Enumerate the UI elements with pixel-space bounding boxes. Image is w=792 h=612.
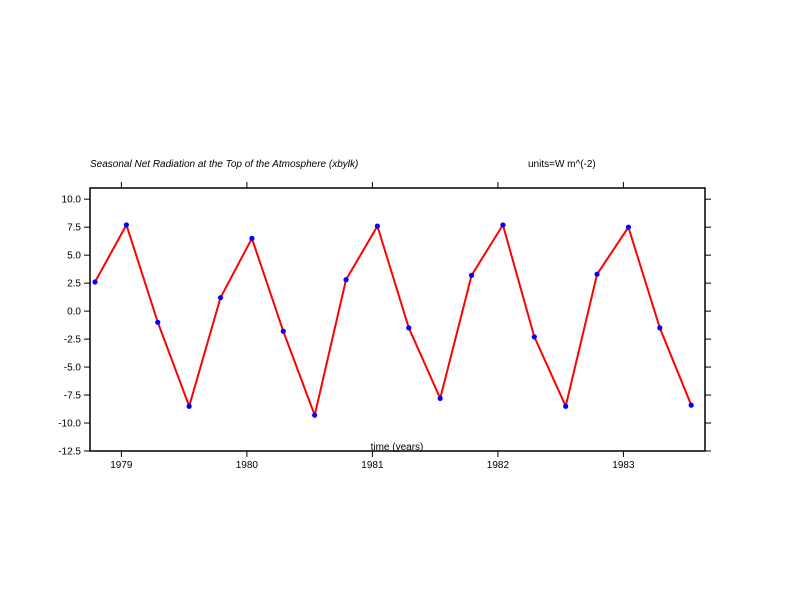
series-line	[94, 222, 693, 419]
data-point	[280, 328, 286, 334]
data-point	[437, 395, 443, 401]
data-point	[92, 279, 98, 285]
x-tick-label: 1982	[487, 460, 510, 471]
data-point	[594, 271, 600, 277]
x-tick-label: 1983	[612, 460, 635, 471]
data-point	[249, 235, 255, 241]
y-axis: 10.0 7.5 5.0 2.5 0.0 -2.5 -5.0 -7.5 -10.0 -12.5	[58, 195, 711, 458]
data-point	[343, 277, 349, 283]
data-point	[406, 325, 412, 331]
data-point	[123, 222, 129, 228]
data-point	[688, 402, 694, 408]
y-tick-label: -7.5	[64, 391, 82, 402]
x-tick-label: 1979	[110, 460, 133, 471]
y-tick-label: 10.0	[62, 195, 82, 206]
x-axis: 1979 1980 1981 1982 1983	[110, 182, 635, 471]
x-tick-label: 1980	[236, 460, 259, 471]
y-tick-label: 0.0	[67, 307, 81, 318]
data-point	[563, 403, 569, 409]
data-point	[374, 223, 381, 229]
y-tick-label: -2.5	[64, 335, 82, 346]
data-point	[657, 325, 663, 331]
data-point	[531, 334, 537, 340]
data-point	[468, 272, 475, 278]
y-tick-label: 2.5	[67, 279, 81, 290]
data-point	[312, 412, 318, 418]
data-point	[155, 319, 161, 325]
y-tick-label: -12.5	[58, 447, 81, 458]
data-point	[625, 224, 632, 230]
y-tick-label: -5.0	[64, 363, 82, 374]
data-point	[217, 295, 224, 301]
y-tick-label: -10.0	[58, 419, 81, 430]
data-markers	[92, 222, 694, 418]
x-axis-label: time (years)	[371, 442, 424, 453]
units-label: units=W m^(-2)	[528, 159, 596, 170]
y-tick-label: 7.5	[67, 223, 81, 234]
y-tick-label: 5.0	[67, 251, 81, 262]
chart-title: Seasonal Net Radiation at the Top of the…	[90, 159, 358, 170]
data-point	[500, 222, 506, 228]
x-tick-label: 1981	[361, 460, 384, 471]
plot-frame	[89, 187, 706, 452]
data-point	[186, 403, 192, 409]
